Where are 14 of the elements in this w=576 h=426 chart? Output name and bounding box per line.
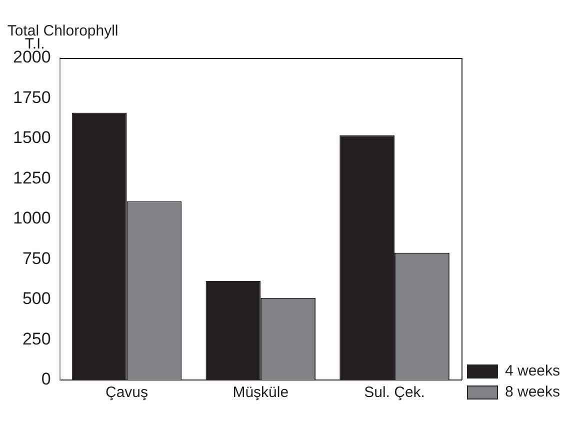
legend-label: 8 weeks	[504, 384, 560, 401]
y-tick-label: 1500	[12, 128, 51, 148]
y-tick-label: 750	[22, 248, 51, 268]
y-tick-label: 2000	[12, 48, 51, 67]
y-tick-label: 1250	[12, 168, 51, 188]
x-tick-label: Sul. Çek.	[364, 384, 425, 402]
y-tick-label: 500	[22, 289, 51, 308]
y-tick-label: 0	[41, 370, 51, 389]
y-tick-label: 1750	[12, 88, 51, 107]
y-tick-label: 1000	[12, 208, 51, 228]
x-tick-label: Müşküle	[232, 384, 289, 402]
x-tick-label: Çavuş	[105, 384, 148, 402]
y-tick-label: 250	[22, 329, 51, 348]
legend-label: 4 weeks	[504, 362, 560, 380]
